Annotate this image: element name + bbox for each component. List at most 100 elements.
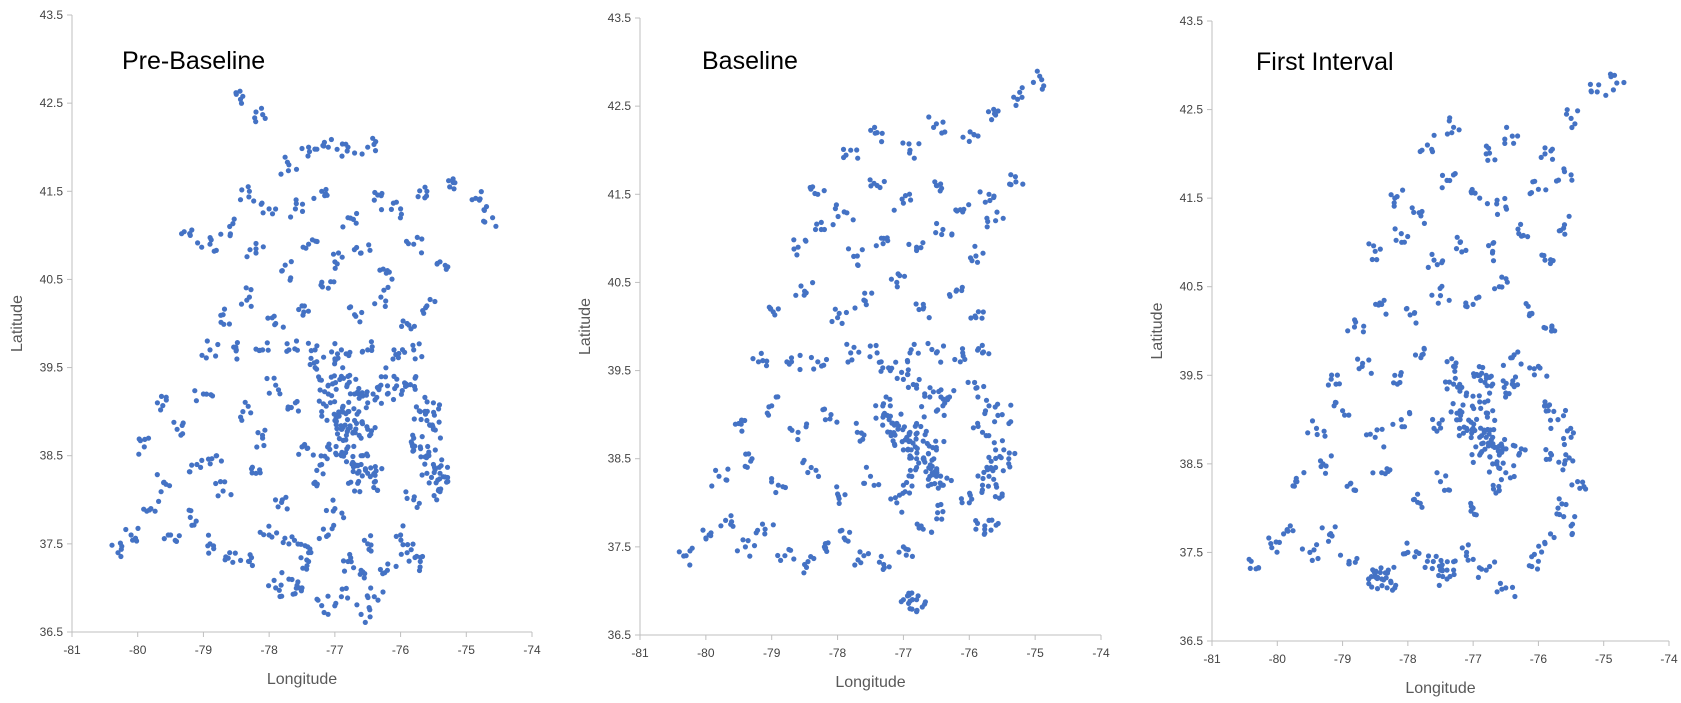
data-point bbox=[192, 388, 198, 394]
data-point bbox=[914, 247, 920, 254]
data-point bbox=[944, 475, 950, 481]
data-point bbox=[766, 404, 772, 410]
data-point bbox=[334, 351, 341, 357]
data-point bbox=[339, 254, 345, 260]
data-point bbox=[1512, 443, 1518, 449]
data-point bbox=[398, 211, 404, 217]
data-point bbox=[1583, 486, 1589, 492]
data-point bbox=[1370, 470, 1376, 476]
data-point bbox=[367, 247, 373, 253]
data-point bbox=[811, 366, 817, 372]
data-point bbox=[233, 90, 239, 96]
y-axis-title: Latitude bbox=[1149, 302, 1166, 359]
data-point bbox=[417, 558, 423, 565]
data-point bbox=[294, 582, 300, 589]
data-point bbox=[411, 447, 417, 453]
data-point bbox=[424, 188, 430, 194]
data-point bbox=[408, 439, 414, 445]
data-point bbox=[289, 576, 295, 583]
data-point bbox=[1485, 426, 1491, 433]
data-point bbox=[298, 541, 304, 547]
data-point bbox=[158, 393, 165, 399]
data-point bbox=[359, 473, 365, 479]
data-point bbox=[377, 566, 383, 573]
data-point bbox=[979, 315, 985, 321]
data-point bbox=[422, 394, 428, 400]
data-point bbox=[414, 504, 420, 510]
data-point bbox=[1488, 383, 1494, 389]
data-point bbox=[1397, 379, 1403, 386]
data-point bbox=[1610, 87, 1616, 93]
data-point bbox=[909, 606, 915, 612]
data-point bbox=[972, 243, 978, 249]
data-point bbox=[1535, 186, 1541, 192]
data-point bbox=[967, 492, 973, 498]
data-point bbox=[1607, 71, 1614, 77]
data-point bbox=[1419, 147, 1425, 153]
data-point bbox=[914, 607, 920, 613]
data-point bbox=[269, 534, 275, 540]
x-tick-label: -78 bbox=[829, 646, 847, 660]
data-point bbox=[1477, 399, 1483, 405]
data-point bbox=[317, 387, 323, 393]
data-point bbox=[390, 356, 396, 362]
data-point bbox=[1332, 524, 1338, 530]
data-point bbox=[957, 359, 963, 365]
data-point bbox=[914, 456, 920, 462]
data-point bbox=[986, 454, 992, 460]
data-point bbox=[1429, 146, 1435, 152]
data-point bbox=[952, 356, 958, 363]
data-point bbox=[759, 521, 766, 527]
data-point bbox=[410, 432, 416, 438]
data-point bbox=[375, 192, 381, 198]
data-point bbox=[334, 426, 340, 432]
y-tick-label: 38.5 bbox=[608, 452, 632, 466]
data-point bbox=[892, 495, 899, 501]
data-point bbox=[940, 396, 946, 402]
data-point bbox=[1569, 521, 1576, 527]
data-point bbox=[789, 427, 795, 433]
data-point bbox=[293, 197, 299, 203]
data-point bbox=[348, 304, 354, 310]
data-point bbox=[424, 399, 430, 405]
data-point bbox=[1309, 418, 1316, 424]
data-point bbox=[812, 190, 818, 197]
data-point bbox=[398, 537, 404, 543]
data-point bbox=[973, 526, 979, 532]
data-point bbox=[230, 559, 236, 565]
data-point bbox=[939, 130, 945, 136]
data-point bbox=[1030, 79, 1036, 85]
data-point bbox=[1556, 511, 1563, 518]
data-point bbox=[1522, 447, 1528, 453]
data-point bbox=[375, 597, 381, 603]
data-point bbox=[890, 420, 896, 426]
data-point bbox=[1512, 593, 1518, 600]
data-point bbox=[248, 303, 254, 309]
y-tick-label: 42.5 bbox=[1180, 103, 1204, 117]
data-point bbox=[1543, 187, 1549, 193]
data-point bbox=[1518, 221, 1524, 227]
data-point bbox=[933, 230, 939, 236]
data-point bbox=[343, 432, 349, 438]
data-point bbox=[118, 553, 124, 560]
data-point bbox=[1322, 470, 1329, 476]
data-point bbox=[416, 567, 423, 574]
data-point bbox=[1487, 563, 1493, 570]
data-point bbox=[1328, 531, 1334, 537]
data-point bbox=[887, 396, 893, 402]
data-point bbox=[739, 417, 745, 423]
data-point bbox=[371, 197, 377, 203]
data-point bbox=[481, 218, 487, 224]
data-point bbox=[953, 207, 959, 213]
data-point bbox=[957, 207, 963, 213]
data-point bbox=[424, 417, 430, 424]
data-point bbox=[991, 106, 997, 112]
y-tick-label: 42.5 bbox=[40, 96, 64, 110]
data-point bbox=[284, 506, 290, 512]
data-point bbox=[865, 551, 872, 557]
data-point bbox=[1561, 514, 1567, 520]
data-point bbox=[115, 550, 121, 556]
data-point bbox=[812, 226, 819, 233]
data-point bbox=[708, 530, 714, 536]
